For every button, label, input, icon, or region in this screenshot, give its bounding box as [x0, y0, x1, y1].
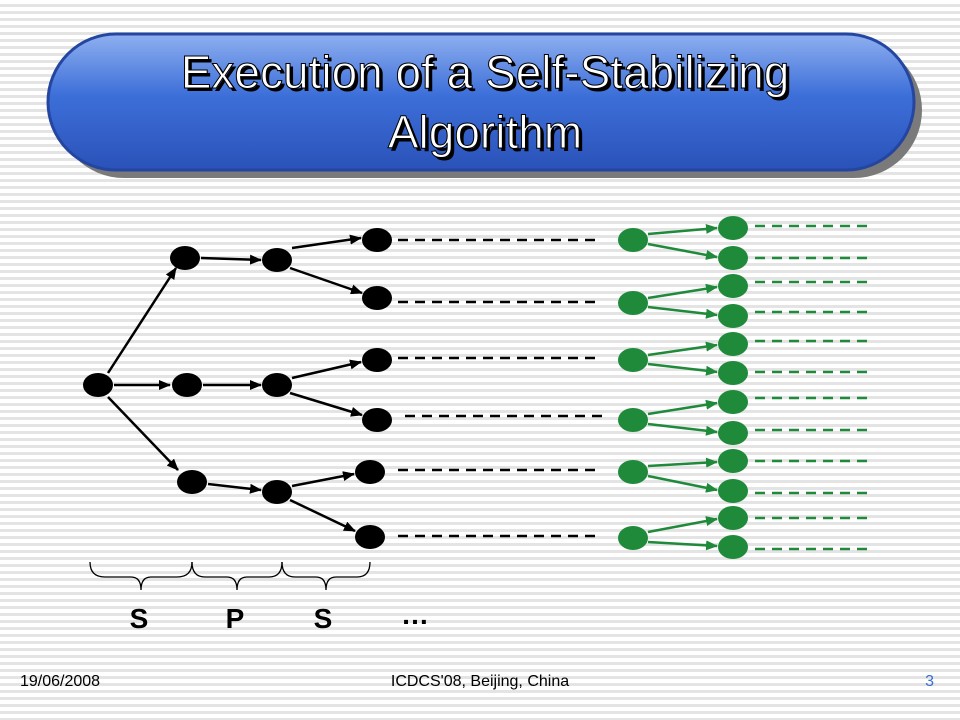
brace — [89, 561, 193, 591]
footer-venue: ICDCS'08, Beijing, China — [390, 673, 570, 690]
node — [618, 408, 648, 432]
arrow — [647, 242, 718, 260]
node — [362, 348, 392, 372]
footer-date: 19/06/2008 — [20, 673, 101, 690]
arrow — [106, 267, 178, 374]
arrow — [647, 362, 718, 376]
arrow — [647, 399, 718, 416]
node — [262, 373, 292, 397]
arrow — [291, 471, 355, 488]
arrow — [207, 482, 262, 494]
phase-label: S — [130, 603, 149, 634]
node — [83, 373, 113, 397]
node — [172, 373, 202, 397]
slide-title: Execution of a Self-Stabilizing Algorith… — [180, 46, 790, 159]
node — [718, 390, 748, 414]
node — [618, 460, 648, 484]
title-banner — [46, 32, 916, 172]
arrow — [289, 391, 363, 417]
node — [362, 408, 392, 432]
node — [718, 216, 748, 240]
node — [718, 535, 748, 559]
node — [718, 449, 748, 473]
node — [718, 421, 748, 445]
node — [718, 304, 748, 328]
node — [718, 274, 748, 298]
node — [718, 246, 748, 270]
arrow — [647, 223, 718, 236]
node — [177, 470, 207, 494]
node — [170, 246, 200, 270]
node — [262, 248, 292, 272]
node — [718, 361, 748, 385]
node — [618, 228, 648, 252]
arrow — [200, 254, 262, 265]
arrow — [647, 516, 718, 534]
node — [618, 348, 648, 372]
node — [718, 506, 748, 530]
phase-label: … — [401, 599, 429, 630]
arrow — [107, 396, 179, 471]
node — [618, 526, 648, 550]
node — [718, 479, 748, 503]
arrow — [647, 341, 718, 357]
node — [355, 525, 385, 549]
node — [262, 480, 292, 504]
phase-label: S — [314, 603, 333, 634]
node — [718, 332, 748, 356]
arrow — [647, 540, 718, 551]
arrow — [647, 305, 718, 319]
brace — [281, 561, 371, 591]
node — [362, 228, 392, 252]
arrow — [647, 283, 718, 300]
arrow — [291, 359, 362, 380]
node — [362, 286, 392, 310]
arrow — [647, 474, 718, 493]
arrow — [647, 422, 718, 436]
node — [355, 460, 385, 484]
page-number: 3 — [925, 673, 934, 690]
brace — [191, 561, 283, 591]
arrow — [647, 457, 718, 468]
arrow — [291, 234, 362, 250]
arrow — [289, 498, 356, 533]
node — [618, 291, 648, 315]
arrow — [289, 266, 363, 295]
phase-label: P — [226, 603, 245, 634]
